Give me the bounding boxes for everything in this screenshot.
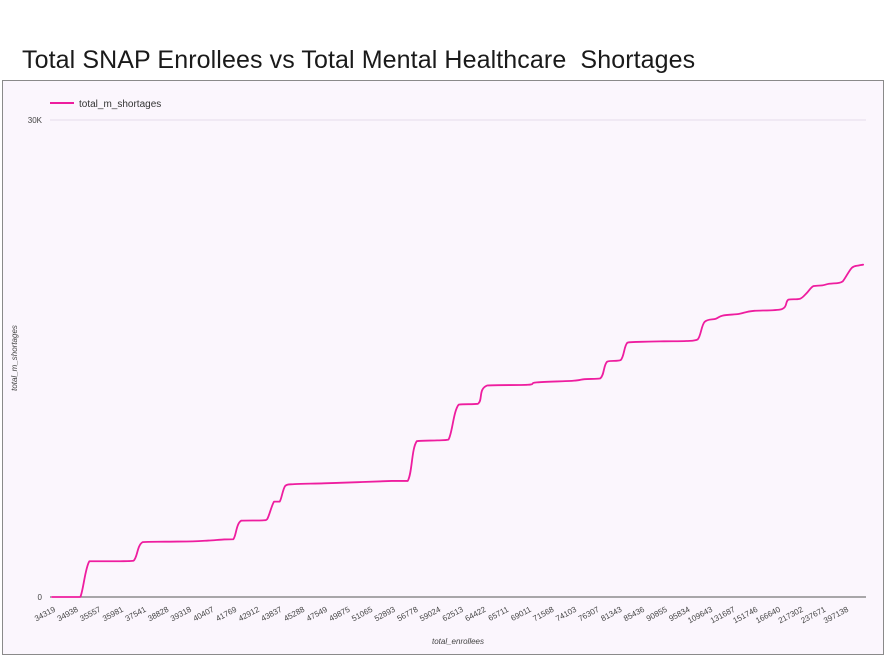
x-tick-label: 51065 [350,605,374,624]
x-tick-label: 131687 [709,605,737,626]
x-tick-label: 62513 [441,605,465,624]
x-tick-label: 41769 [214,605,238,624]
x-tick-label: 151746 [732,605,760,626]
x-tick-label: 42912 [237,605,261,624]
x-tick-label: 40407 [192,605,216,624]
x-tick-label: 35557 [78,605,102,624]
x-axis-ticks: 3431934938355573598137541388283931840407… [33,605,850,626]
chart-title: Total SNAP Enrollees vs Total Mental Hea… [22,46,696,74]
x-tick-label: 59024 [418,605,442,624]
y-tick-label: 0 [38,593,43,602]
x-tick-label: 49875 [328,605,352,624]
x-tick-label: 217302 [777,605,805,626]
x-tick-label: 37541 [124,605,148,624]
x-tick-label: 237671 [799,605,827,626]
grid-lines [50,119,866,598]
x-axis-title: total_enrollees [432,637,484,646]
x-tick-label: 38828 [146,605,170,624]
x-tick-label: 65711 [487,605,511,623]
x-tick-label: 109643 [686,605,714,626]
x-tick-label: 397138 [822,605,850,626]
x-tick-label: 39318 [169,605,193,624]
x-tick-label: 90855 [645,605,669,624]
series-line [51,263,865,598]
series-layer [51,263,865,598]
x-tick-label: 71568 [532,605,556,624]
x-tick-label: 64422 [464,605,488,624]
legend-label: total_m_shortages [79,99,161,110]
x-tick-label: 34319 [33,605,57,624]
x-tick-label: 52893 [373,605,397,624]
x-tick-label: 74103 [554,605,578,624]
x-tick-label: 34938 [56,605,80,624]
chart-panel [2,80,884,655]
x-tick-label: 166640 [754,605,782,626]
y-axis-title: total_m_shortages [10,325,19,391]
x-tick-label: 69011 [509,605,533,623]
x-tick-label: 81343 [599,605,623,624]
x-tick-label: 47549 [305,605,329,624]
y-tick-label: 30K [28,116,43,125]
x-tick-label: 45288 [282,605,306,624]
y-axis-ticks: 0 30K [28,116,43,602]
x-tick-label: 35981 [101,605,125,624]
x-tick-label: 43837 [260,605,284,624]
x-tick-label: 56778 [396,605,420,624]
x-tick-label: 76307 [577,605,601,624]
x-tick-label: 85436 [622,605,646,624]
legend: total_m_shortages [50,99,161,110]
